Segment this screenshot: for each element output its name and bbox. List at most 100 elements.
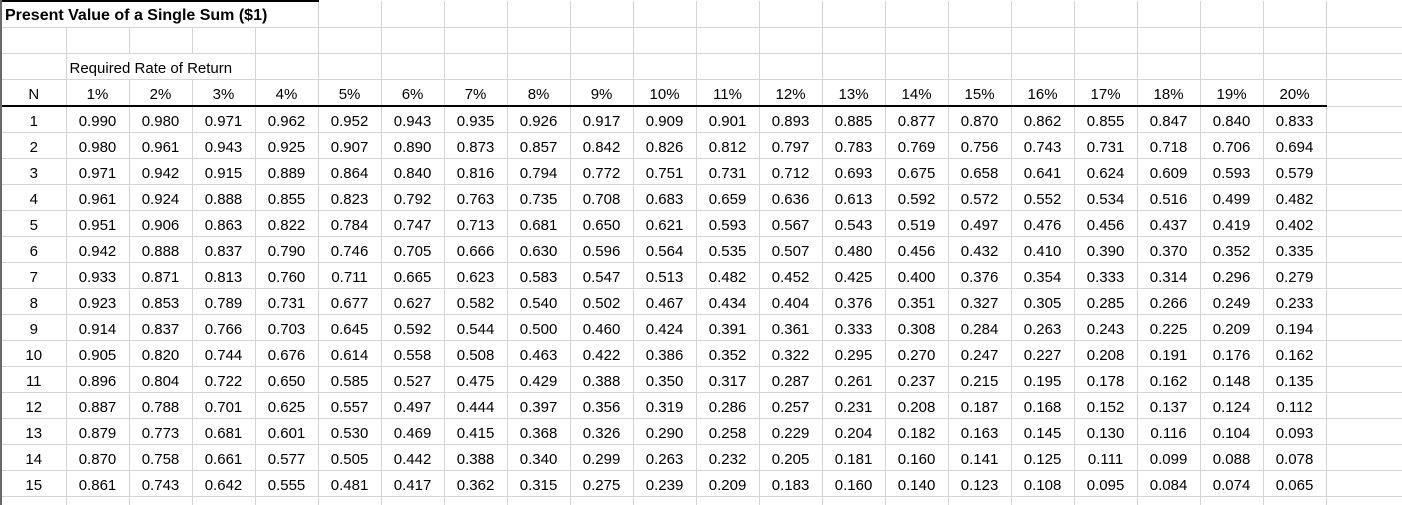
empty-cell[interactable] (1200, 53, 1264, 80)
cell[interactable]: 0.744 (192, 340, 256, 367)
cell[interactable]: 0.962 (255, 106, 319, 133)
cell[interactable]: 0.675 (885, 158, 949, 185)
empty-cell[interactable] (318, 1, 382, 28)
cell[interactable]: 0.519 (885, 210, 949, 237)
cell[interactable]: 0.630 (507, 236, 571, 263)
cell[interactable]: 0.544 (444, 314, 508, 341)
cell[interactable]: 0.215 (948, 366, 1012, 393)
cell[interactable]: 0.890 (381, 132, 445, 159)
cell[interactable]: 0.650 (255, 366, 319, 393)
cell[interactable]: 0.833 (1263, 106, 1327, 133)
cell[interactable]: 0.625 (255, 392, 319, 419)
empty-cell[interactable] (1137, 27, 1201, 54)
cell[interactable]: 0.444 (444, 392, 508, 419)
cell[interactable]: 0.855 (255, 184, 319, 211)
cell[interactable]: 0.769 (885, 132, 949, 159)
empty-cell[interactable] (2, 27, 67, 54)
cell[interactable]: 0.140 (885, 470, 949, 497)
cell[interactable]: 0.286 (696, 392, 760, 419)
cell[interactable]: 0.743 (129, 470, 193, 497)
cell[interactable]: 0.557 (318, 392, 382, 419)
cell[interactable]: 0.661 (192, 444, 256, 471)
cell[interactable]: 0.335 (1263, 236, 1327, 263)
row-number[interactable]: 4 (2, 184, 67, 211)
cell[interactable]: 0.592 (885, 184, 949, 211)
cell[interactable]: 0.837 (129, 314, 193, 341)
column-header[interactable]: 1% (66, 79, 130, 107)
cell[interactable]: 0.093 (1263, 418, 1327, 445)
cell[interactable]: 0.137 (1137, 392, 1201, 419)
empty-cell[interactable] (318, 496, 382, 505)
cell[interactable]: 0.794 (507, 158, 571, 185)
cell[interactable]: 0.467 (633, 288, 697, 315)
cell[interactable]: 0.257 (759, 392, 823, 419)
empty-cell[interactable] (507, 53, 571, 80)
cell[interactable]: 0.879 (66, 418, 130, 445)
cell[interactable]: 0.645 (318, 314, 382, 341)
empty-cell[interactable] (1326, 262, 1402, 289)
cell[interactable]: 0.266 (1137, 288, 1201, 315)
empty-cell[interactable] (1326, 314, 1402, 341)
cell[interactable]: 0.942 (129, 158, 193, 185)
cell[interactable]: 0.924 (129, 184, 193, 211)
row-number[interactable]: 11 (2, 366, 67, 393)
cell[interactable]: 0.112 (1263, 392, 1327, 419)
empty-cell[interactable] (822, 53, 886, 80)
cell[interactable]: 0.763 (444, 184, 508, 211)
cell[interactable]: 0.837 (192, 236, 256, 263)
empty-cell[interactable] (1011, 53, 1075, 80)
cell[interactable]: 0.564 (633, 236, 697, 263)
row-number[interactable]: 2 (2, 132, 67, 159)
cell[interactable]: 0.125 (1011, 444, 1075, 471)
cell[interactable]: 0.176 (1200, 340, 1264, 367)
cell[interactable]: 0.099 (1137, 444, 1201, 471)
cell[interactable]: 0.863 (192, 210, 256, 237)
cell[interactable]: 0.812 (696, 132, 760, 159)
empty-cell[interactable] (885, 53, 949, 80)
cell[interactable]: 0.840 (381, 158, 445, 185)
cell[interactable]: 0.204 (822, 418, 886, 445)
cell[interactable]: 0.889 (255, 158, 319, 185)
cell[interactable]: 0.614 (318, 340, 382, 367)
cell[interactable]: 0.601 (255, 418, 319, 445)
cell[interactable]: 0.182 (885, 418, 949, 445)
cell[interactable]: 0.376 (822, 288, 886, 315)
cell[interactable]: 0.870 (66, 444, 130, 471)
cell[interactable]: 0.243 (1074, 314, 1138, 341)
cell[interactable]: 0.178 (1074, 366, 1138, 393)
cell[interactable]: 0.317 (696, 366, 760, 393)
cell[interactable]: 0.434 (696, 288, 760, 315)
cell[interactable]: 0.847 (1137, 106, 1201, 133)
row-number[interactable]: 9 (2, 314, 67, 341)
cell[interactable]: 0.713 (444, 210, 508, 237)
cell[interactable]: 0.773 (129, 418, 193, 445)
empty-cell[interactable] (2, 53, 67, 80)
cell[interactable]: 0.350 (633, 366, 697, 393)
empty-cell[interactable] (1326, 340, 1402, 367)
cell[interactable]: 0.368 (507, 418, 571, 445)
cell[interactable]: 0.352 (696, 340, 760, 367)
cell[interactable]: 0.239 (633, 470, 697, 497)
cell[interactable]: 0.452 (759, 262, 823, 289)
cell[interactable]: 0.261 (822, 366, 886, 393)
cell[interactable]: 0.111 (1074, 444, 1138, 471)
empty-cell[interactable] (444, 53, 508, 80)
cell[interactable]: 0.429 (507, 366, 571, 393)
column-header[interactable]: 7% (444, 79, 508, 107)
cell[interactable]: 0.543 (822, 210, 886, 237)
column-header[interactable]: 4% (255, 79, 319, 107)
column-header[interactable]: 15% (948, 79, 1012, 107)
empty-cell[interactable] (192, 496, 256, 505)
cell[interactable]: 0.209 (1200, 314, 1264, 341)
empty-cell[interactable] (381, 1, 445, 28)
empty-cell[interactable] (570, 1, 634, 28)
cell[interactable]: 0.855 (1074, 106, 1138, 133)
cell[interactable]: 0.820 (129, 340, 193, 367)
cell[interactable]: 0.326 (570, 418, 634, 445)
cell[interactable]: 0.943 (192, 132, 256, 159)
cell[interactable]: 0.743 (1011, 132, 1075, 159)
cell[interactable]: 0.772 (570, 158, 634, 185)
cell[interactable]: 0.152 (1074, 392, 1138, 419)
empty-cell[interactable] (1011, 496, 1075, 505)
cell[interactable]: 0.623 (444, 262, 508, 289)
